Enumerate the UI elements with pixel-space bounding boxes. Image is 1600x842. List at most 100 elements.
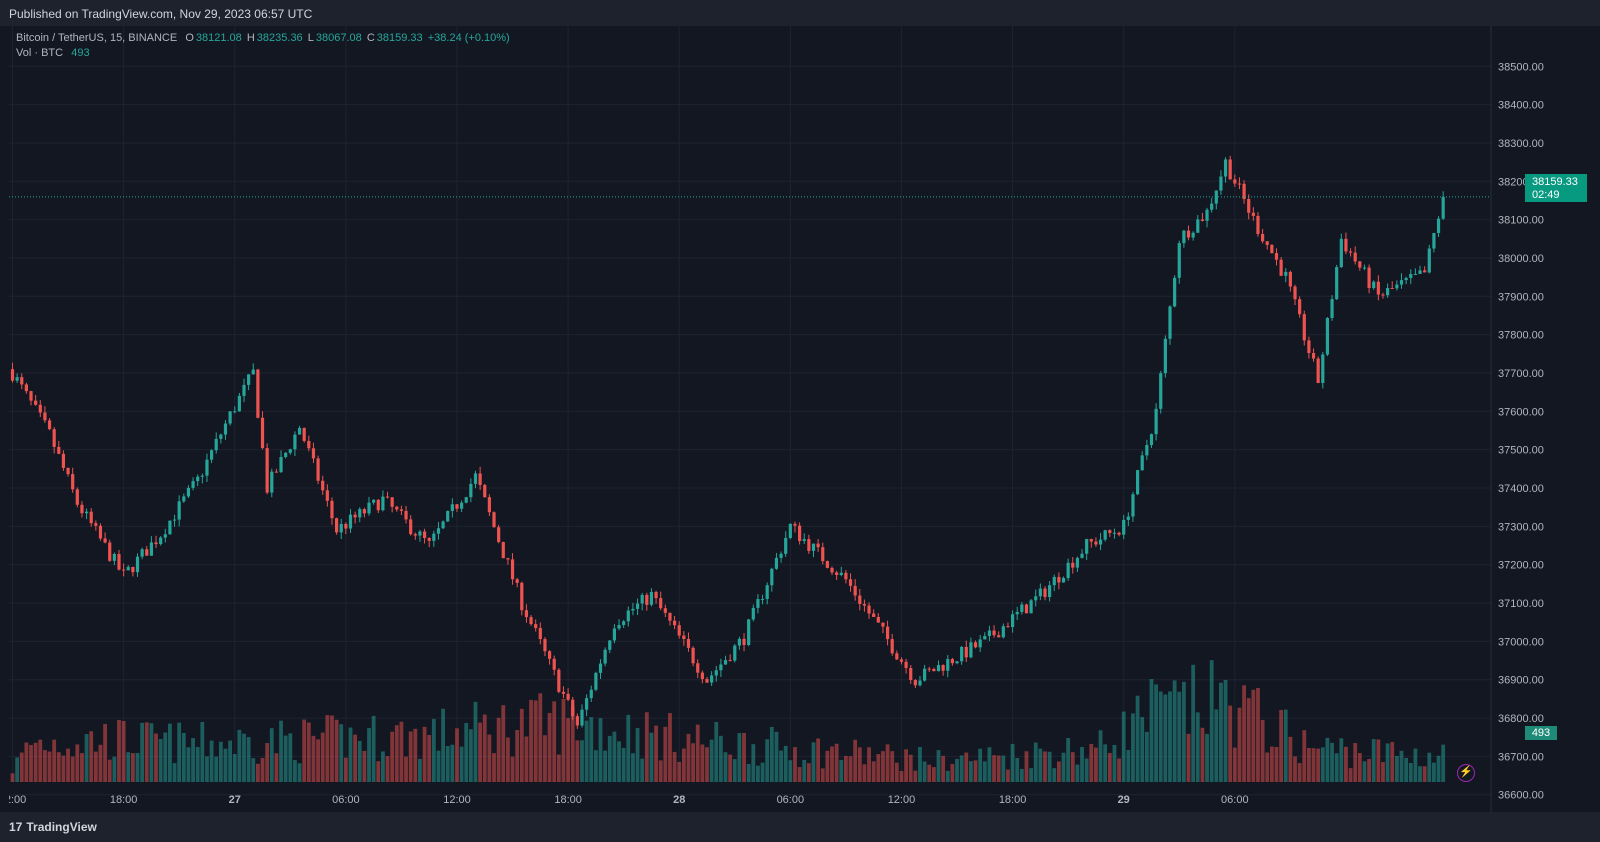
volume-bar bbox=[1094, 747, 1098, 782]
candle-body bbox=[1159, 373, 1163, 409]
volume-bar bbox=[168, 723, 172, 782]
volume-bar bbox=[1260, 719, 1265, 782]
candle-body bbox=[274, 471, 279, 473]
volume-bar bbox=[459, 746, 464, 782]
volume-bar bbox=[19, 752, 24, 782]
candle-body bbox=[770, 568, 774, 586]
candle-body bbox=[640, 594, 644, 604]
candle-body bbox=[186, 487, 191, 497]
volume-bar bbox=[1186, 733, 1191, 782]
volume-bar bbox=[38, 739, 43, 782]
candle-body bbox=[1043, 588, 1047, 598]
volume-bar bbox=[177, 722, 182, 782]
volume-bar bbox=[1047, 751, 1052, 782]
volume-bar bbox=[288, 733, 293, 782]
volume-bar bbox=[1246, 698, 1251, 782]
volume-bar bbox=[1070, 752, 1075, 782]
volume-bar bbox=[1413, 748, 1418, 782]
volume-bar bbox=[1117, 758, 1121, 782]
volume-bar bbox=[1015, 757, 1020, 782]
volume-bar bbox=[658, 760, 663, 782]
volume-bar bbox=[904, 749, 908, 782]
candle-body bbox=[52, 429, 56, 447]
volume-bar bbox=[93, 751, 98, 782]
volume-bar bbox=[1283, 709, 1288, 782]
candle-body bbox=[1353, 252, 1357, 262]
volume-bar bbox=[519, 708, 524, 782]
candle-body bbox=[1376, 281, 1380, 295]
volume-bar bbox=[987, 747, 992, 782]
candle-body bbox=[418, 531, 422, 536]
candle-body bbox=[552, 658, 556, 670]
candle-body bbox=[862, 603, 867, 606]
candle-body bbox=[71, 474, 75, 490]
volume-bar bbox=[742, 733, 746, 782]
volume-bar bbox=[881, 751, 885, 782]
candle-body bbox=[510, 559, 515, 580]
volume-bar bbox=[1311, 748, 1316, 782]
candle-body bbox=[932, 668, 936, 672]
volume-bar bbox=[1256, 688, 1260, 782]
volume-bar bbox=[890, 751, 895, 782]
volume-bar bbox=[1135, 695, 1140, 782]
y-tick-label: 37700.00 bbox=[1498, 368, 1544, 380]
candle-body bbox=[1413, 273, 1417, 275]
candle-body bbox=[1066, 562, 1070, 578]
candle-body bbox=[145, 549, 149, 556]
volume-bar bbox=[1265, 752, 1270, 782]
price-chart[interactable]: 38500.0038400.0038300.0038200.0038100.00… bbox=[9, 26, 1591, 812]
x-tick-label: 06:00 bbox=[332, 794, 360, 806]
candle-body bbox=[469, 483, 473, 498]
candle-body bbox=[1214, 190, 1218, 204]
volume-bar bbox=[130, 753, 135, 782]
candle-body bbox=[284, 452, 288, 458]
candle-body bbox=[1131, 494, 1135, 517]
candle-body bbox=[1274, 253, 1279, 260]
volume-bar bbox=[478, 722, 483, 782]
volume-bar bbox=[524, 736, 529, 782]
x-tick-label: 18:00 bbox=[999, 794, 1027, 806]
candle-body bbox=[432, 533, 436, 541]
volume-bar bbox=[1441, 744, 1446, 782]
candle-body bbox=[29, 391, 33, 401]
volume-bar bbox=[922, 761, 927, 782]
candle-body bbox=[1418, 270, 1422, 274]
candle-body bbox=[682, 635, 686, 640]
volume-bar bbox=[1098, 730, 1103, 782]
chart-area[interactable]: 38500.00 38400.00 38300.00 38200.00 38100.00… bbox=[9, 26, 1591, 812]
candle-body bbox=[1210, 203, 1214, 210]
y-tick-label: 36700.00 bbox=[1498, 751, 1544, 763]
volume-bar bbox=[825, 750, 830, 782]
volume-bar bbox=[1339, 738, 1344, 782]
volume-bar bbox=[654, 725, 658, 782]
volume-bar bbox=[996, 755, 1001, 782]
x-tick-label: 28 bbox=[673, 794, 685, 806]
candle-body bbox=[1395, 284, 1399, 289]
volume-bar bbox=[580, 740, 584, 782]
candle-body bbox=[404, 510, 408, 520]
volume-bar bbox=[1084, 758, 1089, 782]
tradingview-logo[interactable]: 17 TradingView bbox=[9, 820, 97, 834]
x-tick-label: 29 bbox=[1118, 794, 1130, 806]
lightning-icon[interactable]: ⚡ bbox=[1457, 764, 1475, 782]
volume-bar bbox=[1177, 691, 1182, 782]
volume-bar bbox=[779, 750, 783, 782]
candle-body bbox=[765, 585, 769, 599]
volume-bar bbox=[431, 718, 436, 782]
volume-bar bbox=[501, 705, 506, 782]
candle-body bbox=[585, 698, 589, 710]
volume-bar bbox=[255, 763, 260, 782]
candle-body bbox=[1441, 196, 1445, 219]
volume-bar bbox=[1325, 737, 1330, 782]
candle-body bbox=[1061, 577, 1066, 583]
volume-bar bbox=[1242, 685, 1246, 782]
volume-bar bbox=[468, 729, 473, 782]
volume-bar bbox=[575, 740, 580, 782]
volume-bar bbox=[302, 719, 307, 782]
legend-close-label: C bbox=[366, 32, 375, 44]
candle-body bbox=[61, 453, 66, 468]
candle-body bbox=[233, 411, 237, 413]
volume-bar bbox=[283, 735, 288, 782]
candle-body bbox=[1085, 538, 1089, 554]
candle-body bbox=[751, 607, 755, 620]
